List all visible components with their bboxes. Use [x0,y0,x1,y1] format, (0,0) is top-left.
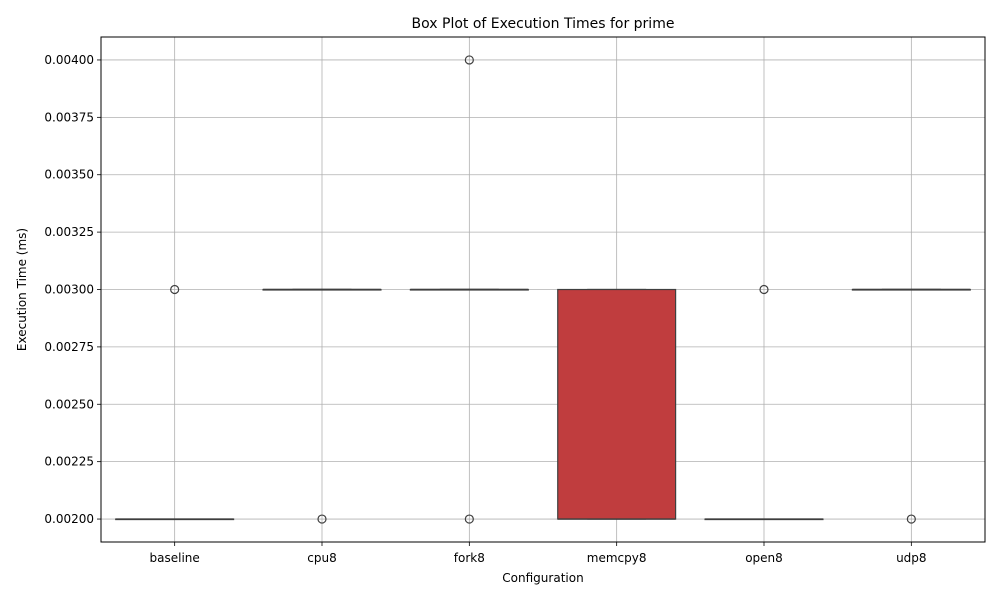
outlier-point [759,284,769,295]
box-fork8 [409,55,529,524]
axis-ticks: 0.00200 0.00225 0.00250 0.00275 0.00300 0.003… [44,53,926,565]
box-memcpy8 [557,288,677,520]
x-tick-label: udp8 [896,551,926,565]
outlier-point [906,514,916,524]
box-cpu8 [262,288,382,524]
x-tick-label: cpu8 [307,551,336,565]
x-tick-label: baseline [150,551,200,565]
y-axis-title: Execution Time (ms) [15,228,29,351]
y-tick-label: 0.00325 [44,225,94,239]
x-tick-label: fork8 [454,551,485,565]
y-tick-label: 0.00275 [44,340,94,354]
outlier-point [464,514,474,524]
box-open8 [704,284,824,521]
x-tick-label: open8 [745,551,783,565]
chart-title: Box Plot of Execution Times for prime [412,16,675,32]
y-tick-label: 0.00225 [44,455,94,469]
outlier-point [170,284,180,295]
outlier-point [464,55,474,65]
y-tick-label: 0.00200 [44,512,94,526]
y-tick-label: 0.00400 [44,53,94,67]
boxes [115,55,971,524]
y-tick-label: 0.00300 [44,283,94,297]
outlier-point [317,514,327,524]
box-body [557,288,677,520]
y-tick-label: 0.00250 [44,397,94,411]
x-axis-title: Configuration [502,571,583,585]
y-tick-label: 0.00375 [44,110,94,124]
box-udp8 [851,288,971,524]
y-tick-label: 0.00350 [44,168,94,182]
x-tick-label: memcpy8 [587,551,647,565]
box-baseline [115,284,235,521]
